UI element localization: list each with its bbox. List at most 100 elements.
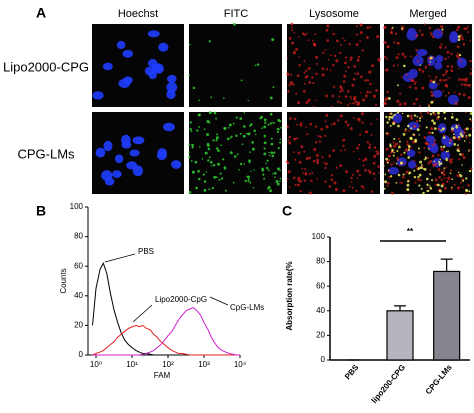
fitc-dot	[465, 189, 468, 192]
fitc-dot	[406, 180, 410, 183]
lysosome-dot	[410, 146, 412, 149]
fitc-dot	[272, 172, 274, 175]
fitc-dot	[424, 157, 427, 160]
fitc-dot	[266, 159, 269, 162]
lysosome-dot	[358, 173, 362, 177]
fitc-dot	[275, 180, 279, 183]
lysosome-dot	[361, 121, 364, 124]
fitc-dot	[222, 158, 225, 161]
fitc-dot	[414, 138, 418, 142]
lysosome-dot	[314, 125, 318, 128]
fitc-dot	[420, 187, 423, 190]
lysosome-dot	[426, 111, 430, 115]
lysosome-dot	[457, 158, 461, 161]
fitc-dot	[393, 151, 395, 154]
nucleus	[416, 49, 428, 57]
lysosome-dot	[404, 148, 409, 152]
lysosome-dot	[456, 174, 460, 178]
lysosome-dot	[430, 33, 433, 36]
arrow	[104, 253, 136, 263]
lysosome-dot	[340, 101, 343, 104]
lysosome-dot	[316, 161, 320, 165]
lysosome-dot	[442, 173, 446, 176]
nucleus	[166, 81, 178, 93]
lysosome-dot	[385, 96, 389, 100]
lysosome-dot	[413, 159, 416, 162]
lysosome-dot	[415, 119, 419, 123]
lysosome-dot	[314, 33, 317, 36]
histogram-line	[92, 324, 240, 356]
lysosome-dot	[418, 68, 422, 72]
lysosome-dot	[433, 139, 437, 142]
x-tick-label: PBS	[343, 362, 361, 381]
lysosome-dot	[415, 165, 418, 168]
fitc-dot	[279, 138, 282, 141]
lysosome-dot	[322, 51, 325, 54]
lysosome-dot	[370, 190, 374, 193]
x-tick-label: 10¹	[126, 360, 138, 369]
fitc-dot	[215, 147, 219, 150]
lysosome-dot	[351, 186, 354, 189]
lysosome-dot	[408, 129, 411, 132]
lysosome-dot	[440, 43, 443, 46]
y-tick-label: 20	[74, 321, 83, 330]
fitc-dot	[269, 96, 273, 100]
fitc-dot	[198, 177, 201, 181]
fitc-dot	[406, 114, 410, 118]
lysosome-dot	[321, 67, 325, 71]
micrograph	[189, 24, 282, 107]
nucleus	[425, 135, 436, 143]
lysosome-dot	[417, 178, 420, 181]
lysosome-dot	[298, 160, 302, 164]
lysosome-dot	[399, 181, 401, 184]
lysosome-dot	[345, 170, 348, 174]
fitc-dot	[212, 164, 216, 167]
lysosome-dot	[467, 183, 470, 187]
fitc-dot	[459, 132, 463, 136]
fitc-dot	[232, 122, 235, 125]
lysosome-dot	[415, 34, 419, 38]
lysosome-dot	[348, 43, 351, 46]
lysosome-dot	[316, 158, 320, 162]
fitc-dot	[390, 112, 393, 115]
fitc-dot	[202, 173, 205, 176]
lysosome-dot	[464, 128, 467, 131]
lysosome-dot	[396, 158, 400, 162]
fitc-dot	[462, 179, 465, 182]
fitc-dot	[189, 43, 191, 46]
y-tick-label: 0	[321, 355, 326, 364]
lysosome-dot	[399, 92, 402, 95]
fitc-dot	[423, 167, 427, 171]
lysosome-dot	[413, 125, 416, 128]
fitc-dot	[459, 173, 461, 176]
lysosome-dot	[464, 77, 468, 81]
y-tick-label: 60	[74, 261, 83, 270]
lysosome-dot	[346, 103, 349, 107]
lysosome-dot	[305, 32, 308, 35]
nucleus	[407, 27, 416, 37]
lysosome-dot	[360, 91, 362, 94]
arrow	[132, 304, 153, 323]
lysosome-dot	[289, 81, 293, 85]
fitc-dot	[263, 147, 265, 149]
nucleus	[103, 140, 113, 152]
lysosome-dot	[359, 31, 363, 35]
lysosome-dot	[294, 158, 297, 161]
fitc-dot	[279, 141, 282, 144]
y-axis-label: Absorption rate(%	[285, 261, 294, 330]
lysosome-dot	[366, 90, 370, 94]
lysosome-dot	[291, 29, 294, 32]
nucleus	[114, 154, 124, 164]
lysosome-dot	[469, 72, 473, 75]
fitc-dot	[270, 137, 273, 140]
fitc-dot	[392, 114, 395, 117]
fitc-dot	[439, 158, 442, 161]
lysosome-dot	[293, 117, 297, 121]
lysosome-dot	[339, 149, 342, 152]
error-bar	[394, 305, 406, 311]
lysosome-dot	[316, 62, 319, 65]
lysosome-dot	[383, 26, 387, 29]
lysosome-dot	[290, 22, 294, 26]
fitc-dot	[419, 166, 423, 170]
lysosome-dot	[415, 97, 419, 101]
